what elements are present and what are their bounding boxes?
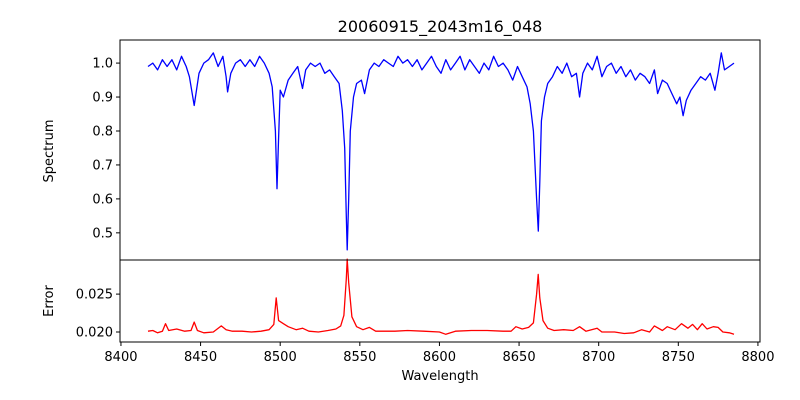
x-tick-label: 8400 bbox=[104, 350, 137, 365]
x-tick-label: 8450 bbox=[184, 350, 217, 365]
top-y-tick-label: 0.5 bbox=[92, 226, 113, 241]
top-y-tick-label: 0.7 bbox=[92, 158, 113, 173]
x-tick-label: 8550 bbox=[343, 350, 376, 365]
top-y-axis-label: Spectrum bbox=[42, 120, 57, 183]
bottom-y-axis-label: Error bbox=[42, 285, 57, 317]
top-y-tick-label: 0.8 bbox=[92, 124, 113, 139]
bottom-axes-frame bbox=[119, 259, 761, 343]
top-y-tick-label: 0.9 bbox=[92, 91, 113, 106]
top-y-tick-label: 0.6 bbox=[92, 192, 113, 207]
x-tick-label: 8600 bbox=[423, 350, 456, 365]
bottom-y-tick-label: 0.025 bbox=[76, 288, 113, 303]
x-axis-label: Wavelength bbox=[401, 369, 478, 384]
x-tick-label: 8750 bbox=[662, 350, 695, 365]
x-tick-label: 8500 bbox=[264, 350, 297, 365]
bottom-y-tick-label: 0.020 bbox=[76, 325, 113, 340]
top-y-tick-label: 1.0 bbox=[92, 57, 113, 72]
top-spectrum-line bbox=[147, 52, 735, 251]
chart-title: 20060915_2043m16_048 bbox=[338, 17, 543, 37]
x-tick-label: 8700 bbox=[582, 350, 615, 365]
bottom-error-line bbox=[147, 258, 735, 335]
x-tick-label: 8800 bbox=[741, 350, 774, 365]
top-axes-frame bbox=[119, 39, 761, 261]
x-tick-label: 8650 bbox=[503, 350, 536, 365]
